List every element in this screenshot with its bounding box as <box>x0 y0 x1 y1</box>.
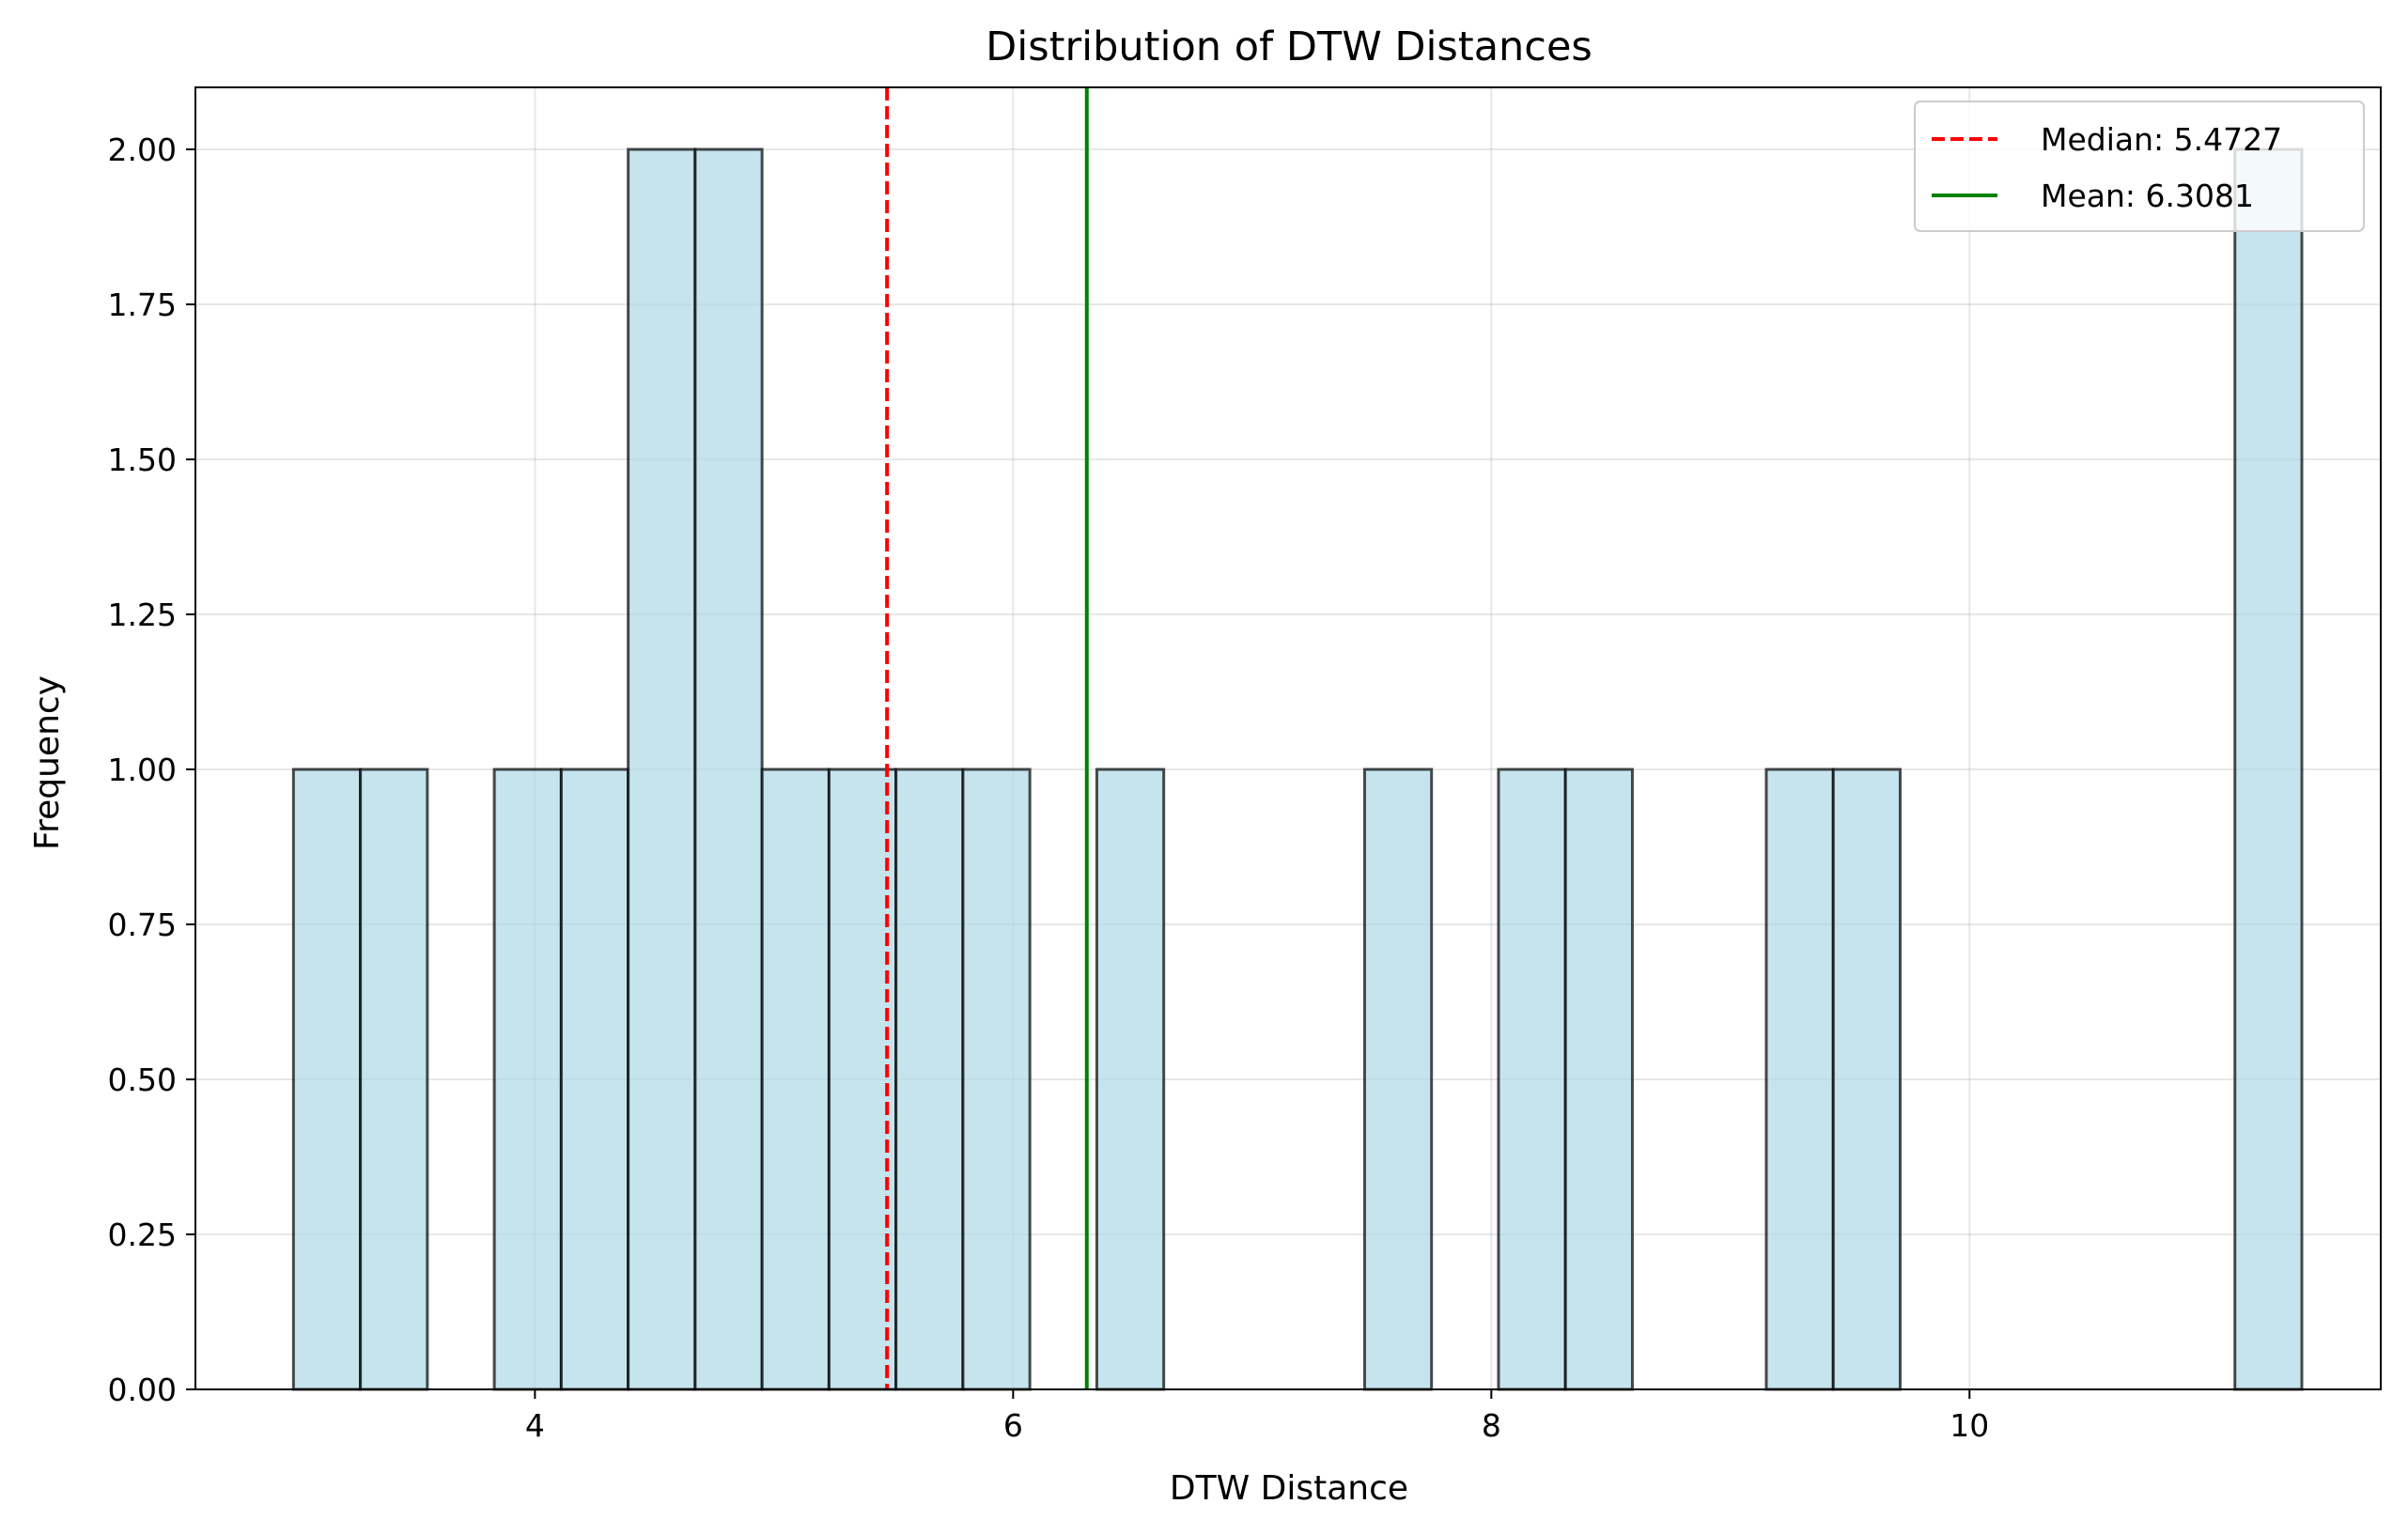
legend: Median: 5.4727 Mean: 6.3081 <box>1914 101 2365 232</box>
histogram-bar-3 <box>559 768 630 1391</box>
plot-frame <box>194 86 2382 1390</box>
y-tick-label-3: 0.75 <box>108 907 177 943</box>
y-tick-label-4: 1.00 <box>108 752 177 788</box>
x-tick-label-1: 6 <box>1003 1407 1023 1444</box>
histogram-bar-4 <box>627 147 697 1391</box>
chart-title: Distribution of DTW Distances <box>986 23 1592 70</box>
histogram-bar-5 <box>693 147 764 1391</box>
y-tick-label-0: 0.00 <box>108 1372 177 1408</box>
x-axis-title: DTW Distance <box>1170 1469 1408 1508</box>
legend-median-label: Median: 5.4727 <box>2041 121 2282 158</box>
histogram-bar-1 <box>359 768 429 1391</box>
histogram-bar-14 <box>1764 768 1835 1391</box>
axis-ticks: 4 6 8 10 0.00 0.25 0.50 0.75 1.00 1.25 1.50 1.75 2.0… <box>108 132 1990 1444</box>
y-tick-label-1: 0.25 <box>108 1217 177 1253</box>
histogram-bar-15 <box>1831 768 1902 1391</box>
histogram-bar-9 <box>961 768 1032 1391</box>
y-axis-title: Frequency <box>28 675 67 850</box>
y-tick-label-7: 1.75 <box>108 287 177 323</box>
x-tick-label-3: 10 <box>1950 1407 1989 1444</box>
legend-box <box>1914 101 2365 232</box>
histogram-bars <box>291 147 2304 1391</box>
histogram-bar-6 <box>760 768 831 1391</box>
histogram-bar-11 <box>1362 768 1434 1391</box>
histogram-bar-13 <box>1563 768 1634 1391</box>
legend-mean-label: Mean: 6.3081 <box>2041 178 2254 214</box>
y-tick-label-2: 0.50 <box>108 1062 177 1098</box>
x-tick-label-0: 4 <box>525 1407 545 1444</box>
x-tick-label-2: 8 <box>1482 1407 1501 1444</box>
histogram-bar-2 <box>492 768 563 1391</box>
histogram-bar-10 <box>1095 768 1166 1391</box>
histogram-bar-16 <box>2233 147 2304 1391</box>
reference-lines <box>885 87 1089 1389</box>
histogram-bar-12 <box>1497 768 1567 1391</box>
histogram-bar-0 <box>291 768 363 1391</box>
y-tick-label-8: 2.00 <box>108 132 177 168</box>
histogram-bar-8 <box>894 768 965 1391</box>
y-tick-label-5: 1.25 <box>108 597 177 633</box>
y-tick-label-6: 1.50 <box>108 442 177 478</box>
